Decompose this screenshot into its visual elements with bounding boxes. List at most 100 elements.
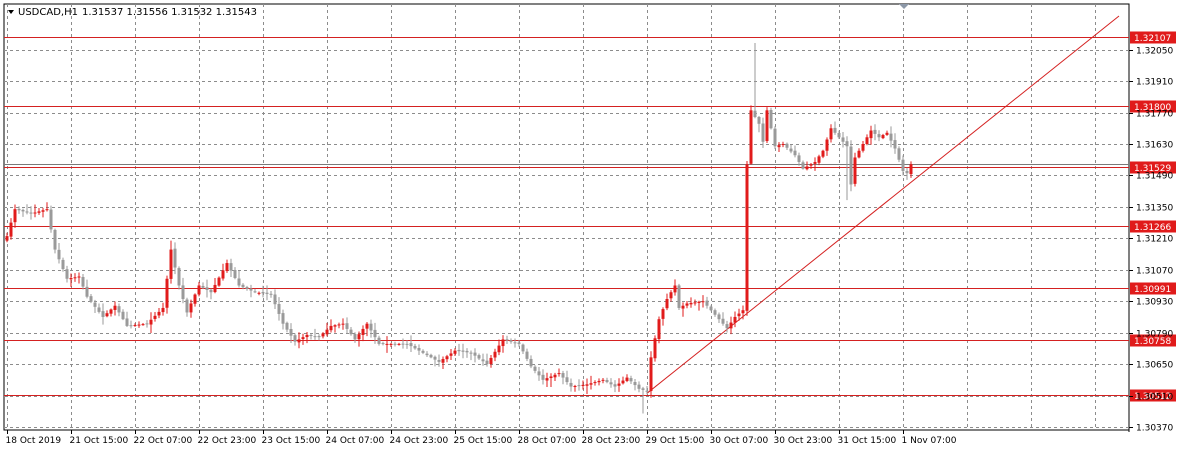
candle-body [837, 132, 841, 138]
plot-frame [3, 3, 1130, 431]
y-tick-label-12: 1.30370 [1136, 424, 1173, 434]
candle-body [893, 140, 897, 149]
candle-body [689, 302, 693, 305]
candle-body [197, 285, 201, 295]
candle [425, 351, 429, 357]
candle-body [37, 211, 41, 213]
candle [397, 342, 401, 346]
candle-body [289, 328, 293, 336]
candle-body [581, 384, 585, 386]
candle [761, 117, 765, 148]
candle-body [677, 285, 681, 308]
candle-body [253, 291, 257, 293]
candle-body [129, 325, 133, 327]
candle-body [29, 212, 33, 214]
candle-body [381, 343, 385, 345]
candle [17, 206, 21, 214]
candle-body [577, 385, 581, 387]
grid [4, 4, 1129, 430]
candle [305, 331, 309, 344]
candle-body [609, 382, 613, 385]
candle-body [429, 354, 433, 358]
candle-body [733, 316, 737, 323]
candle [893, 133, 897, 154]
candle-body [877, 134, 881, 138]
candle [297, 332, 301, 349]
candle-body [813, 161, 817, 164]
trendline-segment[interactable] [646, 15, 1120, 394]
candle [633, 378, 637, 391]
candle-body [273, 294, 277, 305]
candle [757, 115, 761, 133]
candle-body [825, 139, 829, 151]
level-label-box-5 [1130, 334, 1176, 347]
candle-body [153, 315, 157, 319]
candle-body [889, 133, 893, 141]
candle [137, 321, 141, 328]
candle-body [149, 319, 153, 325]
candle-body [857, 150, 861, 158]
candle [185, 297, 189, 317]
candle [465, 348, 469, 358]
level-label-box-1 [1130, 100, 1176, 113]
candle-body [593, 382, 597, 384]
candle [885, 130, 889, 136]
candle-body [541, 374, 545, 380]
level-label-box-2 [1130, 161, 1176, 174]
candle [473, 348, 477, 363]
candle-body [841, 137, 845, 142]
candle [549, 373, 553, 387]
shift-marker-icon[interactable] [899, 4, 909, 9]
candle-body [369, 323, 373, 331]
candle-body [333, 325, 337, 327]
candle-body [557, 373, 561, 375]
trendline[interactable] [646, 15, 1120, 394]
candle [601, 377, 605, 384]
candle-body [89, 296, 93, 302]
candle [517, 339, 521, 347]
candle [629, 375, 633, 384]
dropdown-triangle-icon[interactable] [8, 10, 14, 14]
candle-body [781, 144, 785, 146]
candle-body [489, 357, 493, 365]
candle [513, 338, 517, 348]
candle-body [773, 128, 777, 147]
candle [493, 348, 497, 362]
candle-body [13, 209, 17, 223]
candle [505, 335, 509, 344]
y-tick-label-11: 1.30510 [1136, 393, 1173, 403]
candle [469, 350, 473, 361]
candle [445, 354, 449, 363]
candle-body [113, 305, 117, 310]
x-tick-label-9: 28 Oct 23:00 [582, 436, 641, 446]
candle [201, 282, 205, 290]
candle-body [325, 329, 329, 335]
candle [29, 206, 33, 220]
candle [329, 319, 333, 333]
candle [225, 259, 229, 273]
candle-body [865, 137, 869, 145]
x-tick-label-8: 28 Oct 07:00 [518, 436, 577, 446]
candle [41, 207, 45, 218]
candle [109, 308, 113, 317]
horizontal-levels[interactable]: 1.32107 1.31800 1.31529 1.31266 1.30991 1.307… [4, 31, 1176, 403]
candle [593, 380, 597, 386]
candle-body [421, 350, 425, 353]
candle [541, 369, 545, 385]
level-label-box-6 [1130, 389, 1176, 402]
candle-body [601, 379, 605, 381]
candle [209, 288, 213, 300]
candle [105, 310, 109, 318]
candle [433, 355, 437, 367]
candle [33, 204, 37, 218]
candle-body [493, 351, 497, 358]
candle-body [657, 319, 661, 340]
level-label-6: 1.30512 [1134, 392, 1171, 402]
candle-body [617, 383, 621, 386]
candle [489, 355, 493, 368]
candle-body [205, 287, 209, 290]
candle-body [449, 353, 453, 356]
candle [661, 307, 665, 326]
y-tick-label-2: 1.31770 [1136, 110, 1173, 120]
